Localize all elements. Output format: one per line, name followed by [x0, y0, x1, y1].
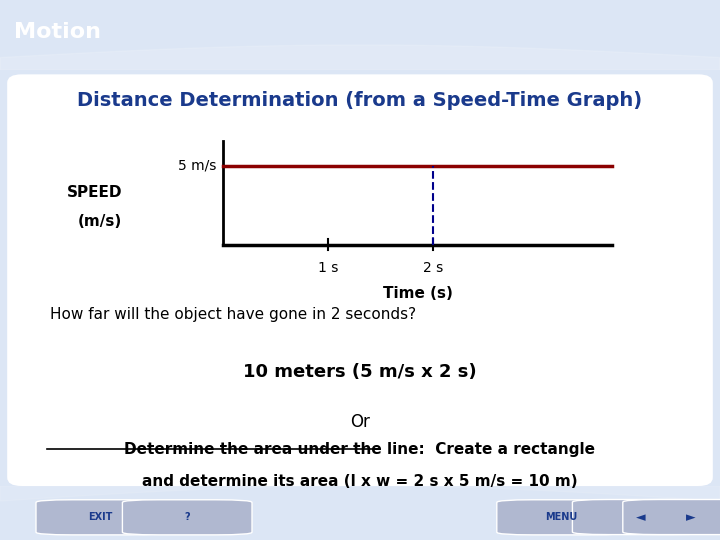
Text: Or: Or [350, 413, 370, 431]
Text: Distance Determination (from a Speed-Time Graph): Distance Determination (from a Speed-Tim… [78, 91, 642, 110]
Text: ◄: ◄ [636, 511, 646, 524]
Text: and determine its area (l x w = 2 s x 5 m/s = 10 m): and determine its area (l x w = 2 s x 5 … [142, 474, 578, 489]
Text: MENU: MENU [546, 512, 577, 522]
Text: EXIT: EXIT [89, 512, 113, 522]
FancyBboxPatch shape [7, 75, 713, 486]
Text: How far will the object have gone in 2 seconds?: How far will the object have gone in 2 s… [50, 307, 417, 322]
Text: 1 s: 1 s [318, 261, 338, 275]
Text: Time (s): Time (s) [382, 286, 453, 301]
Text: Determine the area under the line:  Create a rectangle: Determine the area under the line: Creat… [125, 442, 595, 457]
Text: 5 m/s: 5 m/s [178, 159, 216, 173]
Text: 10 meters (5 m/s x 2 s): 10 meters (5 m/s x 2 s) [243, 363, 477, 381]
Text: ►: ► [686, 511, 696, 524]
FancyBboxPatch shape [623, 500, 720, 535]
Text: 2 s: 2 s [423, 261, 444, 275]
Text: ?: ? [184, 512, 190, 522]
Text: (m/s): (m/s) [78, 214, 122, 230]
FancyBboxPatch shape [36, 500, 166, 535]
Text: Motion: Motion [14, 22, 102, 42]
FancyBboxPatch shape [572, 500, 709, 535]
FancyBboxPatch shape [497, 500, 626, 535]
FancyBboxPatch shape [122, 500, 252, 535]
Text: SPEED: SPEED [67, 185, 122, 200]
